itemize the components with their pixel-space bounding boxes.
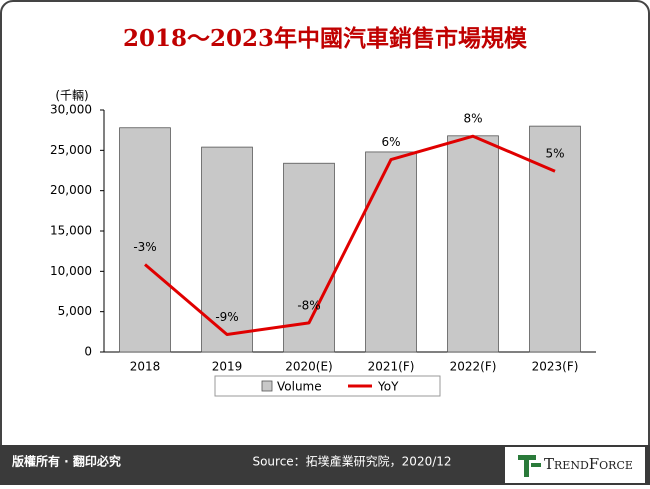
bar bbox=[201, 146, 253, 353]
legend-box bbox=[214, 375, 441, 397]
x-tick-label: 2021(F) bbox=[368, 360, 415, 374]
y-tick-label: 30,000 bbox=[50, 103, 92, 117]
legend-label: YoY bbox=[377, 380, 399, 394]
logo-text: TrendForce bbox=[544, 455, 633, 473]
data-label: 5% bbox=[545, 147, 564, 161]
x-tick-label: 2020(E) bbox=[285, 360, 332, 374]
y-tick-label: 5,000 bbox=[58, 304, 92, 318]
source: Source：拓墣產業研究院，2020/12 bbox=[252, 454, 451, 469]
x-tick-label: 2018 bbox=[130, 360, 161, 374]
y-unit: (千輛) bbox=[55, 89, 88, 103]
bar bbox=[119, 127, 171, 353]
legend-swatch bbox=[261, 380, 273, 392]
y-tick-label: 10,000 bbox=[50, 264, 92, 278]
y-tick-label: 0 bbox=[84, 345, 92, 359]
copyright: 版權所有 · 翻印必究 bbox=[12, 454, 121, 469]
chart-title: 2018～2023年中國汽車銷售市場規模 bbox=[123, 25, 528, 52]
data-label: -3% bbox=[133, 240, 156, 254]
y-tick-label: 20,000 bbox=[50, 183, 92, 197]
x-tick-label: 2023(F) bbox=[532, 360, 579, 374]
line bbox=[144, 134, 556, 337]
y-tick-label: 25,000 bbox=[50, 143, 92, 157]
bar bbox=[365, 151, 417, 353]
y-tick-label: 15,000 bbox=[50, 224, 92, 238]
legend-label: Volume bbox=[277, 380, 322, 394]
data-label: -9% bbox=[215, 310, 238, 324]
data-label: 6% bbox=[381, 135, 400, 149]
bar bbox=[447, 135, 499, 353]
logo-icon bbox=[518, 455, 541, 477]
x-tick-label: 2019 bbox=[212, 360, 243, 374]
x-tick-label: 2022(F) bbox=[450, 360, 497, 374]
data-label: 8% bbox=[463, 112, 482, 126]
data-label: -8% bbox=[297, 298, 320, 312]
